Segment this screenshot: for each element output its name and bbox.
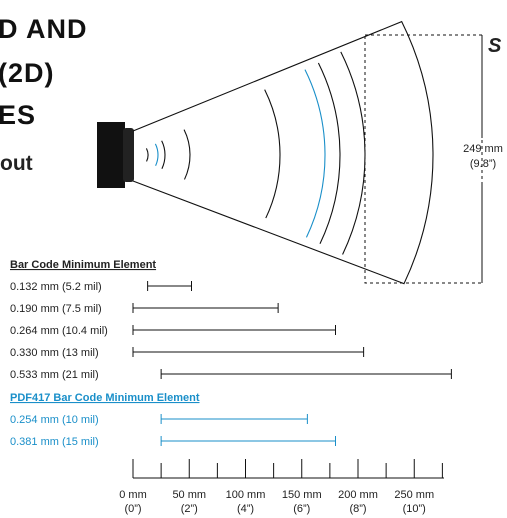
row-label: 0.381 mm (15 mil) <box>10 436 99 448</box>
fan-edge <box>132 20 434 285</box>
range-arc <box>183 129 191 180</box>
range-arc <box>161 140 166 169</box>
tick-inch: (8”) <box>349 503 366 515</box>
row-label: 0.190 mm (7.5 mil) <box>10 303 102 315</box>
section-title: Bar Code Minimum Element <box>10 259 156 271</box>
tick-label: 150 mm <box>282 489 322 501</box>
tick-inch: (2”) <box>181 503 198 515</box>
range-arc <box>154 143 159 166</box>
tick-inch: (4”) <box>237 503 254 515</box>
row-label: 0.533 mm (21 mil) <box>10 369 99 381</box>
heading-sub: out <box>0 152 33 175</box>
tick-inch: (10”) <box>403 503 426 515</box>
range-arc <box>340 51 366 255</box>
tick-inch: (6”) <box>293 503 310 515</box>
height-box <box>364 34 483 284</box>
height-mm: 249 mm <box>463 143 503 155</box>
range-arc <box>317 62 341 245</box>
tick-label: 50 mm <box>172 489 206 501</box>
range-arc <box>304 69 326 238</box>
row-label: 0.132 mm (5.2 mil) <box>10 281 102 293</box>
section-title: PDF417 Bar Code Minimum Element <box>10 392 200 404</box>
range-arc <box>264 89 281 219</box>
side-heading: S <box>488 35 502 57</box>
row-label: 0.330 mm (13 mil) <box>10 347 99 359</box>
heading-line: (2D) <box>0 58 55 88</box>
scan-field <box>132 20 434 285</box>
tick-label: 100 mm <box>226 489 266 501</box>
row-label: 0.264 mm (10.4 mil) <box>10 325 108 337</box>
tick-label: 200 mm <box>338 489 378 501</box>
tick-label: 250 mm <box>394 489 434 501</box>
range-arc <box>145 148 149 162</box>
heading-line: D AND <box>0 14 88 44</box>
heading-line: ES <box>0 100 36 130</box>
height-inch: (9.8”) <box>470 158 496 170</box>
scanner-window <box>123 128 134 182</box>
tick-inch: (0”) <box>124 503 141 515</box>
scanner <box>97 122 125 188</box>
tick-label: 0 mm <box>119 489 147 501</box>
row-label: 0.254 mm (10 mil) <box>10 414 99 426</box>
